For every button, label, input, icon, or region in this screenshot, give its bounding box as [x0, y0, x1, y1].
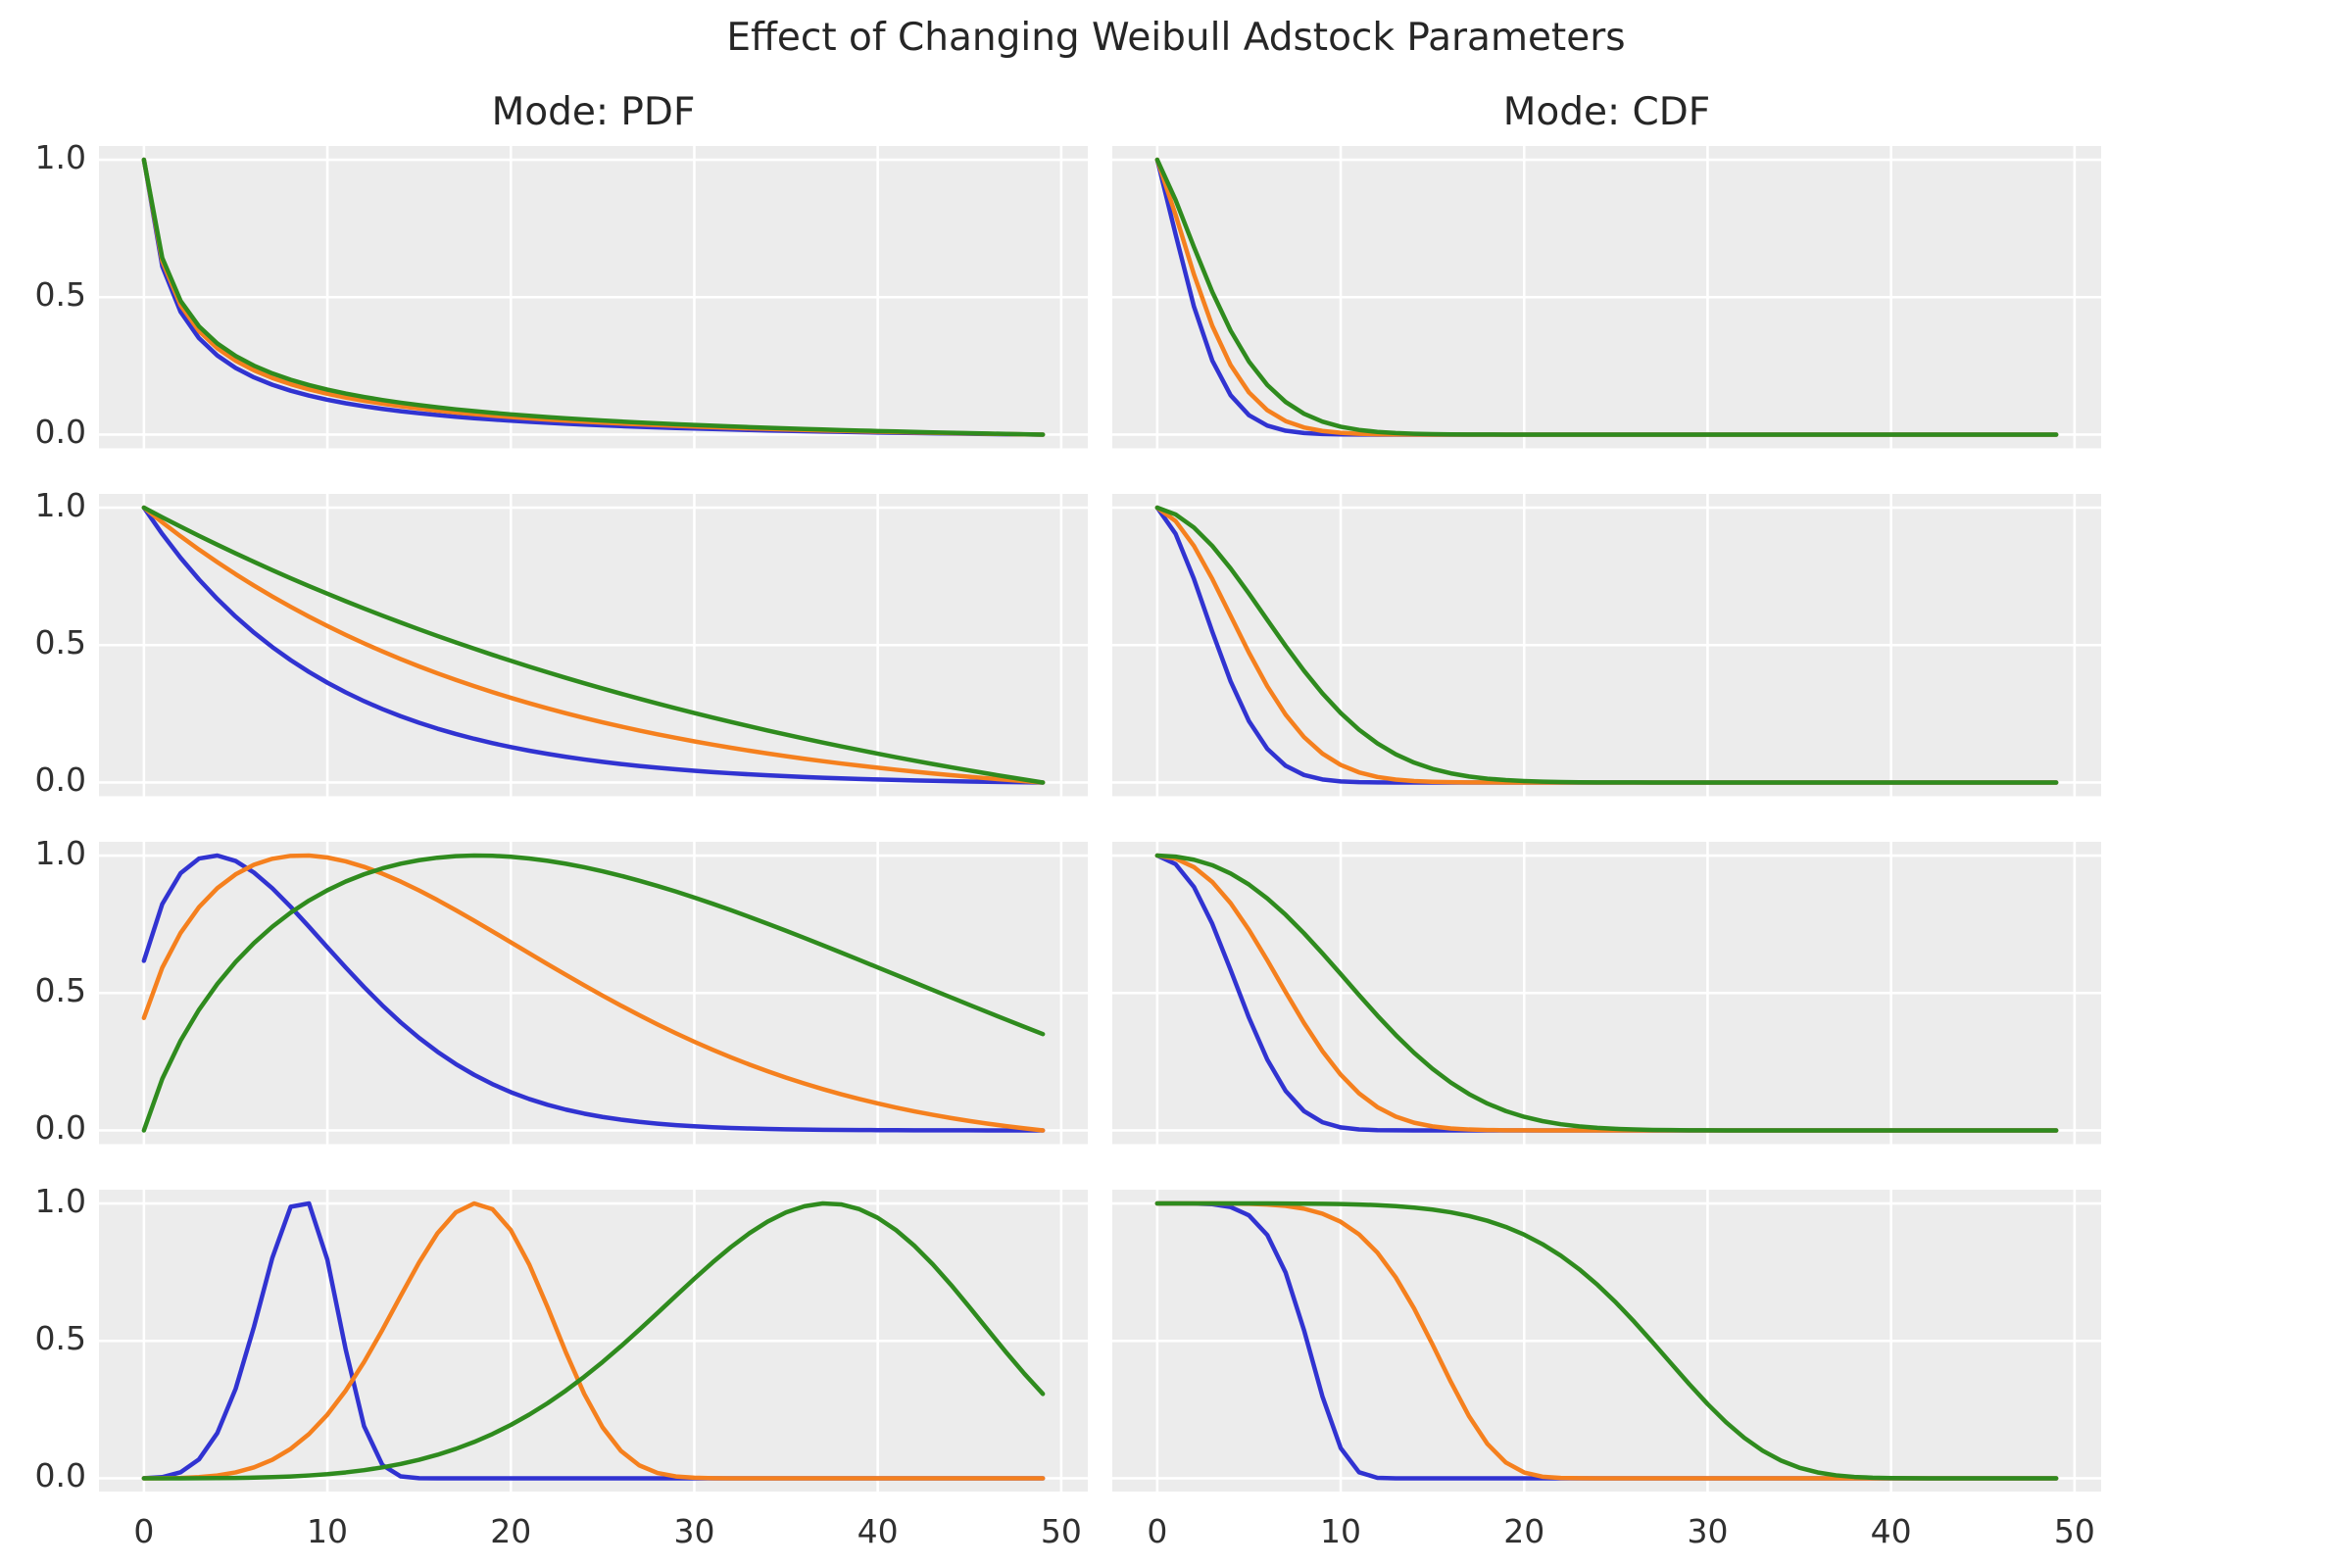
series-line-scale-40 — [1154, 853, 2059, 1133]
series-line-scale-40 — [141, 853, 1046, 1133]
y-tick-label: 0.5 — [34, 971, 86, 1010]
plot-area — [99, 1189, 1088, 1492]
y-tick-label: 0.5 — [34, 275, 86, 315]
y-tick-label: 0.5 — [34, 623, 86, 662]
series-line-scale-20 — [141, 505, 1046, 785]
subplot-pdf-shape-1 — [99, 494, 1088, 797]
series-line-scale-20 — [141, 853, 1046, 1133]
plot-area — [99, 146, 1088, 449]
column-title-cdf: Mode: CDF — [1502, 90, 1711, 134]
y-tick-label: 0.0 — [34, 1108, 86, 1148]
series-line-scale-40 — [1154, 505, 2059, 785]
x-tick-label: 10 — [1320, 1512, 1362, 1550]
x-tick-label: 0 — [133, 1512, 155, 1550]
series-line-scale-40 — [141, 157, 1046, 437]
x-tick-label: 50 — [2053, 1512, 2095, 1550]
x-tick-label: 50 — [1040, 1512, 1082, 1550]
x-tick-label: 10 — [307, 1512, 349, 1550]
y-tick-label: 1.0 — [34, 138, 86, 177]
series-line-scale-40 — [1154, 157, 2059, 437]
y-tick-label: 0.0 — [34, 1455, 86, 1494]
y-tick-label: 0.0 — [34, 760, 86, 800]
x-tick-label: 30 — [673, 1512, 715, 1550]
x-tick-label: 40 — [857, 1512, 899, 1550]
subplot-pdf-shape-0.5 — [99, 146, 1088, 449]
series-line-scale-40 — [141, 505, 1046, 785]
series-line-scale-20 — [141, 1200, 1046, 1481]
series-line-scale-40 — [141, 1200, 1046, 1481]
y-tick-label: 0.0 — [34, 413, 86, 452]
subplot-cdf-shape-5 — [1112, 1189, 2101, 1492]
plot-area — [1112, 146, 2101, 449]
plot-area — [1112, 494, 2101, 797]
subplot-pdf-shape-1.5 — [99, 842, 1088, 1145]
x-tick-label: 40 — [1870, 1512, 1912, 1550]
subplot-cdf-shape-0.5 — [1112, 146, 2101, 449]
y-tick-label: 0.5 — [34, 1318, 86, 1357]
figure-title: Effect of Changing Weibull Adstock Param… — [726, 16, 1626, 60]
plot-area — [1112, 842, 2101, 1145]
series-line-scale-40 — [1154, 1200, 2059, 1481]
y-tick-label: 1.0 — [34, 834, 86, 873]
subplot-cdf-shape-1.5 — [1112, 842, 2101, 1145]
x-tick-label: 0 — [1147, 1512, 1168, 1550]
x-tick-label: 30 — [1687, 1512, 1729, 1550]
series-line-scale-10 — [141, 505, 1046, 785]
x-tick-label: 20 — [490, 1512, 532, 1550]
column-title-pdf: Mode: PDF — [491, 90, 696, 134]
y-tick-label: 1.0 — [34, 486, 86, 525]
subplot-pdf-shape-5 — [99, 1189, 1088, 1492]
plot-area — [99, 842, 1088, 1145]
plot-area — [1112, 1189, 2101, 1492]
plot-area — [99, 494, 1088, 797]
y-tick-label: 1.0 — [34, 1181, 86, 1220]
x-tick-label: 20 — [1503, 1512, 1545, 1550]
subplot-cdf-shape-1 — [1112, 494, 2101, 797]
